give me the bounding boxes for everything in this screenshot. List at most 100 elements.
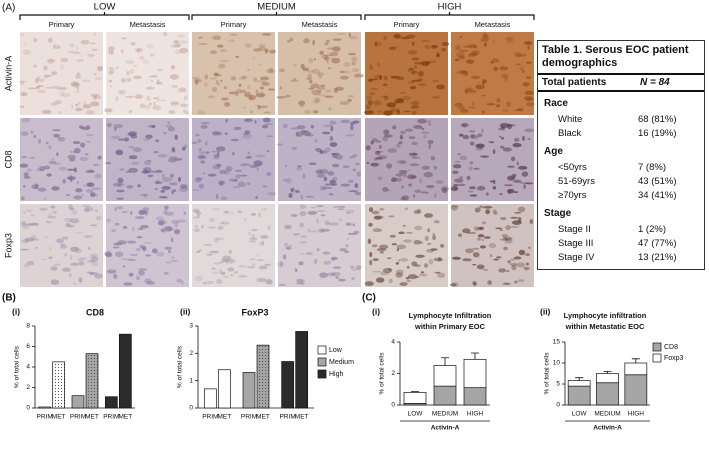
tissue-texture xyxy=(456,52,465,58)
tissue-texture xyxy=(58,137,62,139)
tissue-texture xyxy=(126,70,130,76)
legend-label: Medium xyxy=(329,359,354,366)
table-cell: 7 (8%) xyxy=(638,161,666,173)
tissue-texture xyxy=(317,249,320,252)
tissue-texture xyxy=(79,125,84,129)
bar-segment xyxy=(596,373,619,384)
bar-segment xyxy=(596,382,619,406)
tissue-texture xyxy=(434,271,441,274)
tissue-texture xyxy=(389,234,396,238)
tissue-texture xyxy=(251,229,257,231)
tissue-texture xyxy=(457,233,463,237)
tissue-texture xyxy=(85,170,96,173)
tissue-texture xyxy=(218,181,224,186)
tissue-texture xyxy=(253,160,263,166)
tissue-texture xyxy=(244,163,250,166)
tissue-texture xyxy=(209,250,220,254)
x-tick-label: PRIM xyxy=(70,414,86,421)
tissue-texture xyxy=(319,50,324,55)
tissue-texture xyxy=(113,273,118,279)
tissue-texture xyxy=(211,86,218,92)
tissue-texture xyxy=(457,183,466,187)
tissue-texture xyxy=(382,136,389,142)
tissue-texture xyxy=(255,93,266,98)
tissue-texture xyxy=(159,196,168,199)
tissue-texture xyxy=(95,194,99,197)
tissue-texture xyxy=(164,246,172,250)
tissue-texture xyxy=(179,47,189,54)
tissue-texture xyxy=(174,134,178,140)
tissue-texture xyxy=(368,222,373,227)
tissue-texture xyxy=(365,104,371,110)
tissue-texture xyxy=(407,274,418,280)
tissue-texture xyxy=(58,110,62,115)
tissue-texture xyxy=(525,102,535,107)
tissue-texture xyxy=(387,148,398,153)
tissue-texture xyxy=(290,127,299,130)
tissue-texture xyxy=(57,136,66,142)
tissue-texture xyxy=(71,51,81,55)
tissue-texture xyxy=(149,53,155,57)
tissue-texture xyxy=(413,194,416,198)
tissue-texture xyxy=(247,84,251,90)
tissue-texture xyxy=(211,207,221,211)
table-cell: 34 (41%) xyxy=(638,189,677,201)
tissue-texture xyxy=(81,194,84,197)
tissue-texture xyxy=(296,233,301,235)
tissue-texture xyxy=(170,237,174,243)
tissue-texture xyxy=(311,68,321,75)
tissue-texture xyxy=(284,94,291,98)
tissue-texture xyxy=(59,91,65,97)
tissue-texture xyxy=(238,83,242,87)
tissue-texture xyxy=(507,41,515,44)
tissue-texture xyxy=(514,109,523,111)
bar-segment xyxy=(567,380,591,387)
tissue-texture xyxy=(498,135,502,138)
tissue-texture xyxy=(524,96,534,101)
tissue-texture xyxy=(137,227,144,231)
tissue-texture xyxy=(460,108,469,113)
tissue-texture xyxy=(287,40,291,43)
tissue-texture xyxy=(328,222,339,226)
tissue-texture xyxy=(379,208,385,211)
tissue-texture xyxy=(167,121,171,124)
tissue-texture xyxy=(369,251,373,258)
tissue-texture xyxy=(399,134,404,140)
tissue-texture xyxy=(409,153,418,159)
tissue-texture xyxy=(291,146,298,150)
tissue-texture xyxy=(298,190,301,194)
tissue-texture xyxy=(23,43,27,46)
tissue-texture xyxy=(370,78,378,81)
tissue-texture xyxy=(375,277,385,283)
tissue-texture xyxy=(382,267,393,274)
tissue-texture xyxy=(326,272,337,277)
tissue-texture xyxy=(36,85,40,90)
tissue-texture xyxy=(128,145,135,149)
table-row: Stage II 1 (2%) xyxy=(538,222,704,236)
tissue-texture xyxy=(523,41,532,45)
chart-label: (ii) xyxy=(540,306,551,316)
tissue-texture xyxy=(162,173,165,179)
y-tick-label: 0 xyxy=(26,405,30,412)
tissue-texture xyxy=(143,242,152,244)
tissue-texture xyxy=(408,152,419,156)
tissue-texture xyxy=(50,266,58,271)
tissue-texture xyxy=(514,280,518,284)
tissue-texture xyxy=(523,266,530,271)
tissue-texture xyxy=(501,234,509,238)
tissue-texture xyxy=(225,259,229,265)
tissue-texture xyxy=(173,189,177,193)
tissue-texture xyxy=(22,49,32,55)
micrograph xyxy=(451,32,535,115)
section-heading: Race xyxy=(544,98,568,109)
tissue-texture xyxy=(437,257,442,262)
tissue-texture xyxy=(215,193,219,199)
tissue-texture xyxy=(64,253,68,257)
tissue-texture xyxy=(94,77,103,80)
tissue-texture xyxy=(179,40,189,44)
tissue-texture xyxy=(522,135,525,141)
tissue-texture xyxy=(69,218,80,224)
tissue-texture xyxy=(450,205,460,208)
tissue-texture xyxy=(344,250,350,254)
tissue-texture xyxy=(323,261,327,265)
